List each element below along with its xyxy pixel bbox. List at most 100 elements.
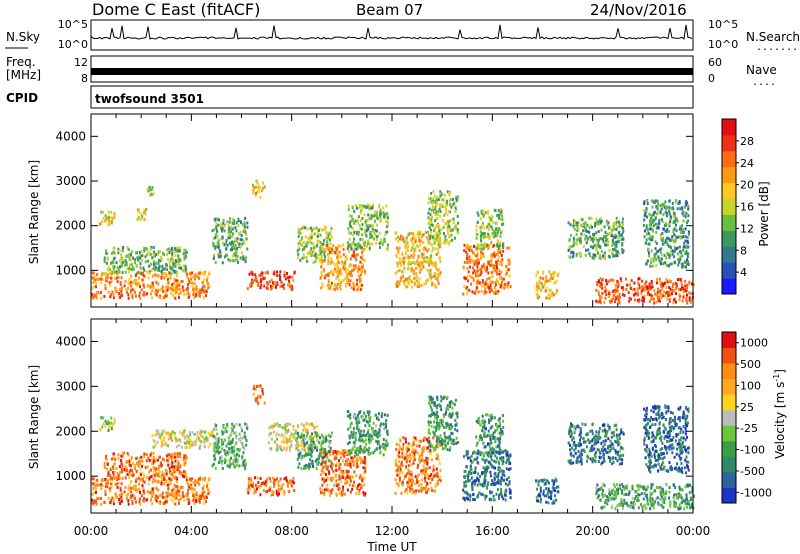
data-cell	[645, 262, 648, 266]
data-cell	[159, 259, 162, 263]
data-cell	[569, 223, 572, 227]
data-cell	[252, 392, 255, 396]
data-cell	[168, 432, 171, 436]
data-cell	[409, 238, 412, 242]
data-cell	[244, 422, 247, 426]
data-cell	[287, 279, 290, 283]
data-cell	[659, 299, 661, 303]
data-cell	[644, 288, 647, 292]
data-cell	[139, 267, 142, 271]
data-cell	[352, 426, 355, 430]
data-cell	[262, 489, 265, 492]
data-cell	[323, 239, 325, 243]
data-cell	[105, 482, 108, 486]
data-cell	[339, 268, 342, 271]
data-cell	[606, 243, 609, 247]
data-cell	[499, 285, 502, 289]
data-cell	[300, 467, 303, 471]
data-cell	[455, 199, 458, 203]
data-cell	[221, 261, 224, 265]
data-cell	[483, 247, 486, 251]
data-cell	[497, 209, 500, 213]
data-cell	[636, 290, 639, 294]
data-cell	[359, 278, 362, 282]
data-cell	[692, 283, 695, 287]
data-cell	[154, 254, 156, 258]
data-cell	[297, 252, 300, 256]
data-cell	[473, 251, 475, 255]
data-cell	[537, 296, 540, 300]
data-cell	[396, 264, 399, 268]
data-cell	[276, 437, 279, 441]
data-cell	[357, 269, 360, 273]
data-cell	[316, 445, 318, 449]
data-cell	[275, 489, 278, 493]
data-cell	[423, 256, 426, 260]
data-cell	[651, 285, 654, 289]
data-cell	[646, 259, 649, 263]
data-cell	[207, 488, 210, 492]
data-cell	[325, 473, 327, 476]
data-cell	[175, 496, 178, 500]
data-cell	[319, 450, 322, 454]
data-cell	[687, 232, 690, 236]
data-cell	[359, 486, 362, 490]
data-cell	[273, 422, 276, 426]
data-cell	[615, 223, 617, 227]
data-cell	[394, 271, 397, 275]
data-cell	[243, 221, 246, 225]
data-cell	[184, 461, 187, 465]
data-cell	[175, 274, 178, 278]
data-cell	[156, 480, 159, 484]
data-cell	[609, 233, 612, 237]
data-cell	[684, 279, 687, 283]
data-cell	[314, 425, 317, 429]
data-cell	[397, 284, 400, 288]
data-cell	[612, 248, 615, 251]
data-cell	[435, 224, 437, 228]
data-cell	[330, 281, 333, 285]
data-cell	[111, 271, 114, 274]
data-cell	[128, 463, 131, 467]
data-cell	[651, 199, 653, 203]
data-cell	[178, 471, 181, 475]
data-cell	[498, 276, 501, 280]
data-cell	[494, 289, 497, 293]
data-cell	[686, 301, 689, 305]
data-cell	[570, 251, 573, 255]
data-cell	[105, 276, 108, 280]
noise-panel: N.Sky 10^5 10^0 10^5 10^0 N.Search .....…	[5, 18, 800, 53]
data-cell	[233, 465, 236, 469]
data-cell	[318, 441, 321, 445]
data-cell	[490, 241, 493, 245]
data-cell	[107, 265, 110, 269]
data-cell	[339, 244, 342, 248]
data-cell	[267, 441, 270, 445]
data-cell	[360, 483, 363, 487]
data-cell	[428, 272, 431, 276]
data-cell	[255, 397, 258, 401]
data-cell	[357, 484, 359, 488]
data-cell	[669, 254, 672, 257]
data-cell	[584, 237, 587, 241]
data-cell	[125, 494, 128, 497]
data-cell	[666, 212, 669, 215]
data-cell	[301, 236, 304, 240]
data-cell	[329, 233, 332, 236]
data-cell	[317, 460, 320, 464]
data-cell	[434, 205, 437, 209]
data-cell	[486, 266, 488, 269]
data-cell	[617, 285, 620, 289]
data-cell	[171, 439, 173, 442]
data-cell	[106, 261, 108, 265]
data-cell	[280, 280, 283, 284]
data-cell	[231, 259, 234, 263]
data-cell	[611, 252, 614, 256]
data-cell	[226, 464, 229, 468]
data-cell	[173, 483, 176, 487]
data-cell	[321, 282, 324, 286]
data-cell	[247, 480, 250, 484]
data-cell	[303, 441, 306, 445]
data-cell	[150, 188, 153, 192]
data-cell	[145, 459, 148, 463]
